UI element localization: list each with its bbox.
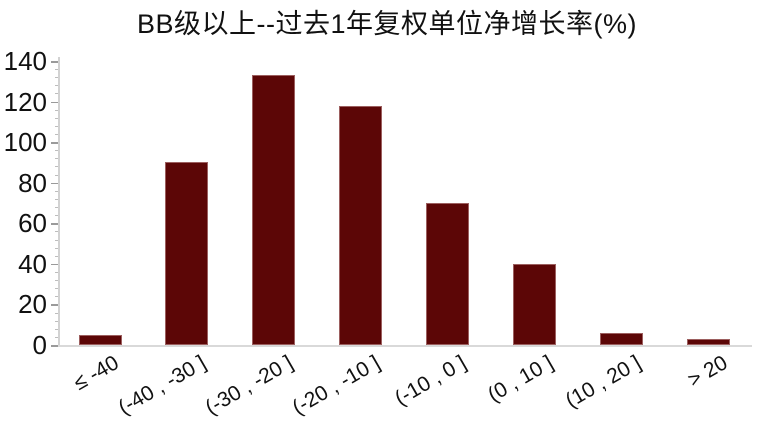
y-tick (51, 345, 58, 347)
y-tick-label: 40 (18, 248, 47, 279)
y-minor-tick (55, 207, 58, 209)
y-tick (51, 263, 58, 266)
x-tick-label: ≤ -40 (70, 351, 123, 395)
y-tick (51, 61, 58, 63)
y-minor-tick (55, 109, 58, 111)
y-minor-tick (55, 77, 58, 79)
y-tick (51, 142, 58, 144)
x-tick-label: (-30 , -20 ] (201, 351, 297, 420)
y-minor-tick (55, 239, 58, 241)
y-minor-tick (55, 288, 58, 290)
y-minor-tick (55, 215, 58, 217)
y-tick-label: 60 (18, 208, 47, 239)
y-minor-tick (55, 280, 58, 282)
y-minor-tick (55, 296, 58, 298)
y-minor-tick (55, 117, 58, 119)
y-minor-tick (55, 255, 58, 257)
y-tick-label: 100 (3, 127, 47, 158)
y-tick-label: 0 (32, 330, 47, 360)
y-minor-tick (55, 336, 58, 338)
y-minor-tick (55, 85, 58, 87)
y-minor-tick (55, 93, 58, 95)
bar (599, 332, 643, 345)
y-minor-tick (55, 166, 58, 168)
y-minor-tick (55, 134, 58, 136)
y-minor-tick (55, 190, 58, 192)
y-tick-label: 140 (3, 46, 47, 76)
y-axis-line (58, 57, 60, 345)
y-minor-tick (55, 125, 58, 127)
y-minor-tick (55, 231, 58, 233)
y-minor-tick (55, 328, 58, 330)
y-minor-tick (55, 271, 58, 273)
x-tick-label: (-10 , 0 ] (391, 351, 471, 411)
y-tick-label: 80 (18, 167, 47, 198)
bar (426, 203, 470, 345)
y-minor-tick (55, 174, 58, 176)
y-minor-tick (55, 247, 58, 249)
y-minor-tick (55, 198, 58, 200)
y-tick (51, 182, 58, 185)
y-minor-tick (55, 150, 58, 152)
y-tick-label: 120 (3, 86, 47, 117)
y-minor-tick (55, 69, 58, 71)
x-tick-label: (-40 , -30 ] (114, 351, 210, 420)
y-tick-label: 20 (18, 289, 47, 320)
bar (339, 105, 383, 345)
bar (165, 162, 209, 345)
y-minor-tick (55, 158, 58, 160)
x-axis-line (58, 345, 752, 347)
bar (252, 75, 296, 345)
bar (78, 334, 122, 345)
x-tick-label: (10 , 20 ] (561, 351, 645, 413)
chart-title: BB级以上--过去1年复权单位净增长率(%) (136, 9, 637, 39)
y-tick (51, 304, 58, 306)
y-minor-tick (55, 312, 58, 314)
y-minor-tick (55, 320, 58, 322)
bar (686, 338, 730, 345)
x-tick-label: (0 , 10 ] (484, 351, 558, 407)
x-tick-label: > 20 (683, 351, 732, 392)
bar (513, 263, 556, 345)
x-tick-label: (-20 , -10 ] (288, 351, 384, 420)
y-tick (51, 101, 58, 104)
y-tick (51, 223, 58, 225)
